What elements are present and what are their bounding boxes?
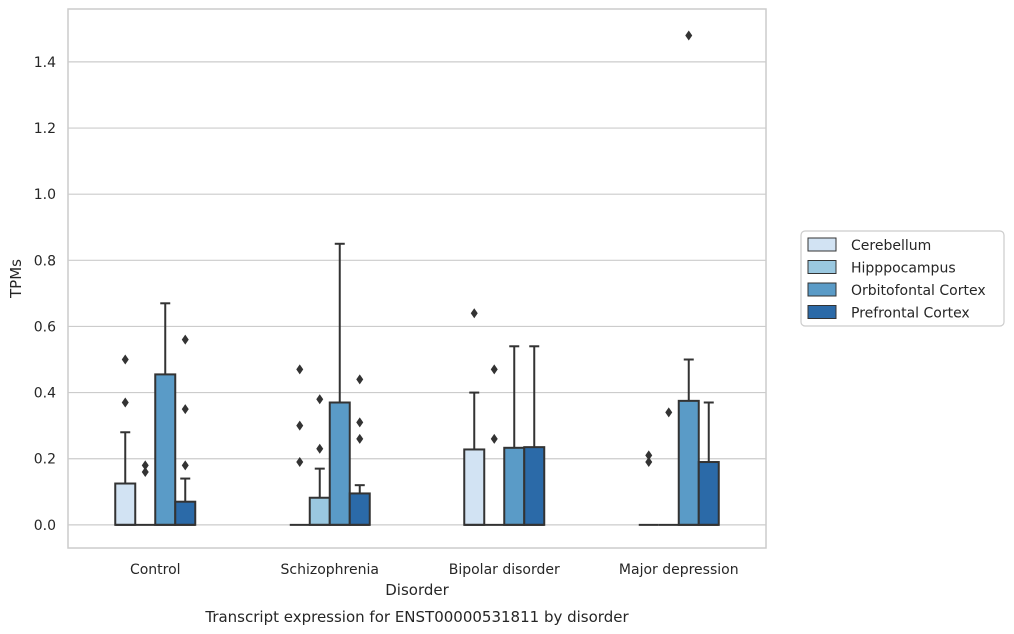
outlier-point [356, 417, 364, 428]
legend-label: Hipppocampus [851, 261, 956, 277]
x-tick-label: Bipolar disorder [449, 562, 560, 578]
x-tick-label: Major depression [619, 562, 739, 578]
box-cerebellum [638, 450, 659, 526]
outlier-point [490, 364, 498, 375]
y-axis-ticks: 0.0 0.2 0.4 0.6 0.8 1.0 1.2 1.4 [34, 55, 56, 534]
outlier-point [316, 443, 324, 454]
box-body [503, 446, 526, 526]
y-tick-label: 1.2 [34, 121, 56, 137]
box-hipppocampus [135, 460, 156, 526]
x-tick-label: Schizophrenia [281, 562, 379, 578]
outlier-point [470, 308, 478, 319]
outlier-point [645, 450, 653, 461]
box-hipppocampus [308, 394, 331, 526]
outlier-point [665, 407, 673, 418]
outlier-point [316, 394, 324, 405]
y-tick-label: 1.0 [34, 187, 56, 203]
box-body [174, 500, 197, 526]
legend-label: Prefrontal Cortex [851, 306, 970, 322]
box-prefrontal-cortex [174, 334, 197, 526]
box-cerebellum [114, 354, 137, 526]
outlier-point [141, 460, 149, 471]
legend-swatch [807, 260, 837, 274]
box-hipppocampus [484, 364, 505, 526]
outlier-point [181, 404, 189, 415]
box-orbitofontal-cortex [677, 30, 700, 526]
y-tick-label: 1.4 [34, 55, 56, 71]
legend-swatch [807, 237, 837, 252]
box-body [677, 399, 700, 526]
box-body [348, 492, 371, 526]
y-tick-label: 0.4 [34, 386, 56, 402]
y-tick-label: 0.8 [34, 253, 56, 269]
outlier-point [121, 397, 129, 408]
outlier-point [181, 334, 189, 345]
outlier-point [356, 433, 364, 444]
legend-label: Cerebellum [851, 238, 931, 254]
legend-swatch [807, 305, 837, 319]
plot-border [67, 8, 767, 549]
box-body [308, 496, 331, 526]
box-body [114, 482, 137, 526]
outlier-point [296, 457, 304, 468]
legend-swatch [807, 282, 837, 297]
box-orbitofontal-cortex [154, 302, 177, 526]
box-prefrontal-cortex [697, 401, 720, 526]
box-body [523, 446, 546, 526]
x-tick-label: Control [130, 562, 181, 578]
box-prefrontal-cortex [348, 374, 371, 526]
box-body [328, 401, 351, 526]
box-orbitofontal-cortex [328, 242, 351, 526]
box-hipppocampus [658, 407, 679, 526]
y-tick-label: 0.6 [34, 319, 56, 335]
legend-frame [800, 230, 1005, 327]
box-prefrontal-cortex [523, 345, 546, 526]
box-body [154, 373, 177, 526]
plot-frame [67, 8, 767, 549]
legend-label: Orbitofontal Cortex [851, 283, 986, 299]
x-axis-label: Disorder [385, 581, 449, 599]
outlier-point [685, 30, 693, 41]
x-axis-ticks: Control Schizophrenia Bipolar disorder Majo… [130, 562, 739, 578]
outlier-point [356, 374, 364, 385]
box-body [463, 448, 486, 526]
outlier-point [645, 457, 653, 468]
outlier-point [490, 433, 498, 444]
box-cerebellum [463, 308, 486, 526]
box-orbitofontal-cortex [503, 345, 526, 526]
gridlines [68, 61, 766, 526]
outlier-point [141, 466, 149, 477]
box-body [697, 461, 720, 526]
y-tick-label: 0.0 [34, 518, 56, 534]
outlier-point [296, 364, 304, 375]
legend: Cerebellum Hipppocampus Orbitofontal Corte… [800, 230, 1005, 327]
outlier-point [181, 460, 189, 471]
box-series [114, 30, 720, 526]
box-cerebellum [289, 364, 310, 526]
chart-caption: Transcript expression for ENST0000053181… [204, 608, 629, 626]
outlier-point [121, 354, 129, 365]
y-tick-label: 0.2 [34, 452, 56, 468]
y-axis-label: TPMs [7, 259, 25, 299]
outlier-point [296, 420, 304, 431]
